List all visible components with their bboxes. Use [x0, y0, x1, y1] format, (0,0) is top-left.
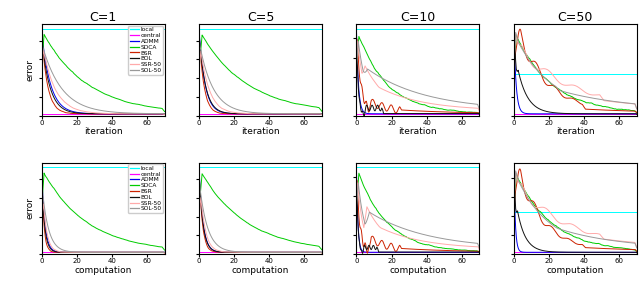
X-axis label: iteration: iteration — [399, 127, 437, 136]
X-axis label: computation: computation — [232, 265, 289, 275]
Legend: local, central, ADMM, SDCA, BSR, BOL, SSR-50, SOL-50: local, central, ADMM, SDCA, BSR, BOL, SS… — [128, 164, 163, 213]
X-axis label: computation: computation — [74, 265, 132, 275]
X-axis label: computation: computation — [547, 265, 604, 275]
Title: C=5: C=5 — [247, 11, 274, 24]
Title: C=10: C=10 — [400, 11, 436, 24]
Y-axis label: error: error — [26, 59, 35, 81]
X-axis label: iteration: iteration — [241, 127, 280, 136]
Title: C=50: C=50 — [557, 11, 593, 24]
X-axis label: iteration: iteration — [84, 127, 122, 136]
X-axis label: iteration: iteration — [556, 127, 595, 136]
Legend: local, central, ADMM, SDCA, BSR, BOL, SSR-50, SOL-50: local, central, ADMM, SDCA, BSR, BOL, SS… — [128, 26, 163, 75]
X-axis label: computation: computation — [389, 265, 447, 275]
Title: C=1: C=1 — [90, 11, 116, 24]
Y-axis label: error: error — [26, 197, 35, 220]
